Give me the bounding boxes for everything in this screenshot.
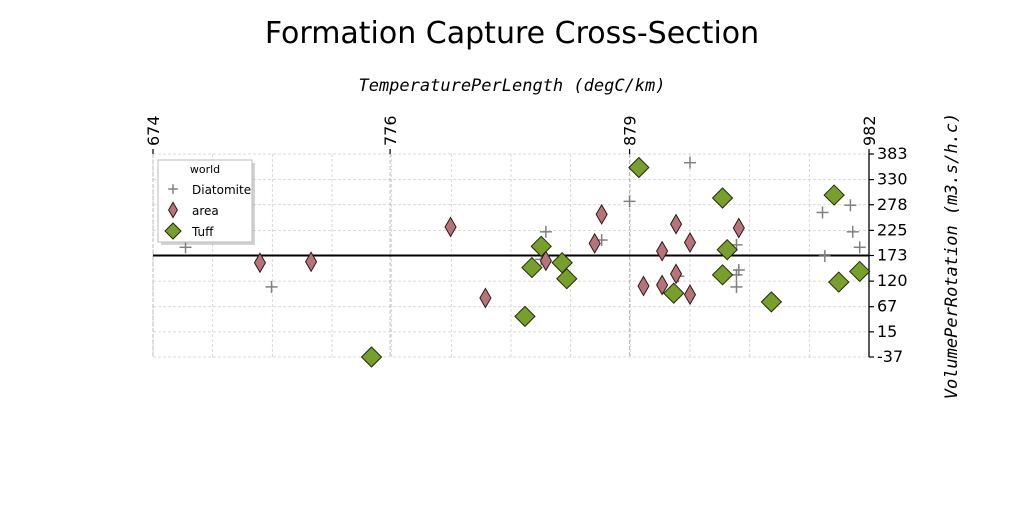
y-tick-label: 15 <box>877 322 897 341</box>
point-tuff <box>716 238 738 261</box>
point-area <box>656 240 669 262</box>
point-tuff <box>823 184 845 206</box>
point-area <box>168 201 178 219</box>
point-diatomite <box>816 206 829 219</box>
x-axis-label: TemperaturePerLength (degC/km) <box>358 76 665 96</box>
point-tuff <box>514 305 536 328</box>
point-area <box>253 252 267 274</box>
y-axis-label: VolumePerRotation (m3.s/h.c) <box>942 113 962 400</box>
point-diatomite <box>732 264 745 276</box>
point-area <box>637 275 650 297</box>
point-diatomite <box>179 241 192 254</box>
data-points <box>179 156 871 368</box>
point-area <box>669 263 683 285</box>
point-area <box>732 217 745 239</box>
legend: world Diatomite area Tuff <box>157 159 255 245</box>
point-area <box>444 216 457 238</box>
point-area <box>588 232 601 254</box>
point-tuff <box>760 291 783 313</box>
point-diatomite <box>853 241 866 254</box>
x-tick-label: 982 <box>860 115 879 146</box>
y-tick-label: 67 <box>877 297 897 316</box>
point-area <box>305 251 318 273</box>
point-tuff <box>521 256 543 279</box>
legend-item-diatomite: Diatomite <box>168 183 251 197</box>
point-tuff <box>164 222 182 240</box>
y-tick-label: 120 <box>877 271 908 290</box>
point-area <box>683 284 697 306</box>
legend-label: area <box>192 204 219 218</box>
point-area <box>595 203 608 225</box>
point-diatomite <box>168 184 178 194</box>
point-diatomite <box>265 280 278 293</box>
y-tick-label: -37 <box>877 347 903 366</box>
y-tick-label: 225 <box>877 220 908 239</box>
x-tick-label: 776 <box>381 115 400 146</box>
point-tuff <box>711 187 734 209</box>
y-tick-label: 330 <box>877 170 908 189</box>
legend-item-area: area <box>168 201 219 219</box>
legend-item-tuff: Tuff <box>164 222 214 240</box>
x-tick-label: 674 <box>144 115 163 146</box>
point-diatomite <box>623 195 636 208</box>
point-tuff <box>828 271 850 293</box>
point-tuff <box>530 235 552 258</box>
point-diatomite <box>844 199 857 212</box>
point-tuff <box>556 267 578 290</box>
point-area <box>539 250 552 272</box>
legend-title: world <box>190 163 220 176</box>
y-tick-label: 173 <box>877 246 908 265</box>
y-tick-label: 383 <box>877 144 908 163</box>
chart-title: Formation Capture Cross-Section <box>265 16 759 51</box>
point-diatomite <box>818 249 831 262</box>
point-tuff <box>711 264 734 286</box>
point-tuff <box>628 156 650 179</box>
point-diatomite <box>684 156 696 169</box>
point-area <box>656 274 669 296</box>
point-diatomite <box>730 280 743 293</box>
point-tuff <box>360 346 383 368</box>
legend-label: Diatomite <box>192 183 251 197</box>
point-area <box>683 231 697 253</box>
point-area <box>479 287 492 309</box>
point-tuff <box>848 260 871 283</box>
x-tick-label: 879 <box>621 115 640 146</box>
y-tick-label: 278 <box>877 195 908 214</box>
point-tuff <box>663 282 685 304</box>
point-diatomite <box>846 225 859 238</box>
point-area <box>669 213 683 235</box>
point-diatomite <box>539 225 552 238</box>
legend-label: Tuff <box>191 225 214 239</box>
